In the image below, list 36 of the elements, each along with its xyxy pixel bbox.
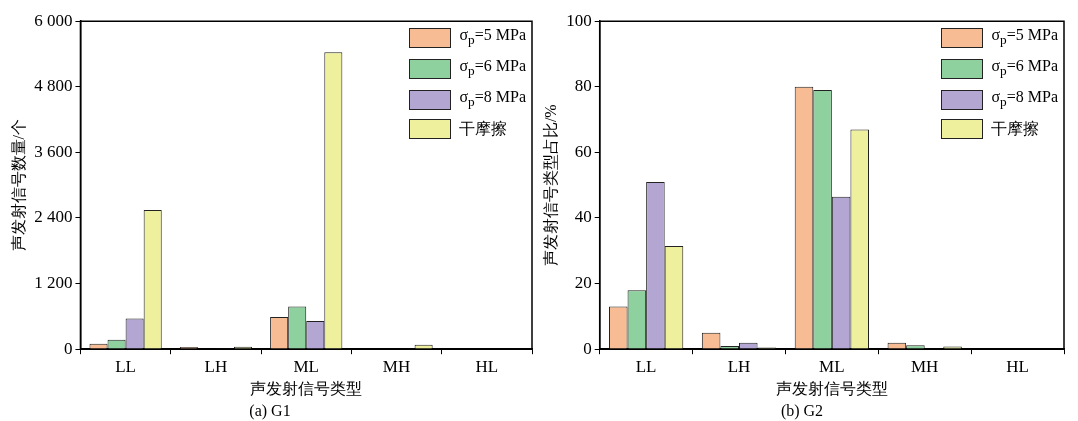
text: (b) G2 (780, 401, 824, 420)
y-tick-label: 3 600 (34, 141, 73, 161)
legend-label: σ$_{p}$=6 MPa (459, 56, 526, 81)
y-tick-label: 1 200 (34, 273, 73, 293)
x-tick-label: LH (727, 356, 751, 376)
x-tick-label: ML (819, 356, 845, 376)
legend-label: σ$_{p}$=6 MPa (991, 56, 1058, 81)
legend-label: σ$_{p}$=5 MPa (991, 25, 1058, 50)
y-axis-title: 声发射信号数量/个 (9, 118, 27, 252)
x-tick-label: LH (204, 356, 228, 376)
x-axis-title: 声发射信号类型 (775, 380, 888, 398)
y-tick-label: 100 (566, 10, 592, 30)
x-tick-label: HL (1006, 356, 1029, 376)
y-tick-label: 40 (574, 207, 592, 227)
y-tick-label: 0 (63, 338, 73, 358)
legend-label: σ$_{p}$=5 MPa (459, 25, 526, 50)
y-tick-label: 2 400 (34, 207, 73, 227)
x-tick-label: HL (475, 356, 499, 376)
y-tick-label: 20 (574, 273, 592, 293)
x-tick-label: LL (115, 356, 136, 376)
x-axis-title: 声发射信号类型 (250, 380, 363, 398)
legend-label: 干摩擦 (459, 118, 508, 139)
x-tick-label: MH (911, 356, 939, 376)
x-tick-label: LL (635, 356, 657, 376)
text: (a) G1 (249, 401, 291, 420)
legend-label: σ$_{p}$=8 MPa (459, 87, 526, 112)
x-tick-label: ML (293, 356, 319, 376)
y-axis-title: 声发射信号类型占比/% (541, 104, 559, 267)
y-tick-label: 4 800 (34, 76, 73, 96)
y-tick-label: 0 (583, 338, 592, 358)
x-tick-label: MH (382, 356, 411, 376)
y-tick-label: 80 (574, 76, 592, 96)
y-tick-label: 6 000 (34, 10, 73, 30)
legend-label: 干摩擦 (991, 118, 1040, 139)
y-tick-label: 60 (574, 141, 592, 161)
legend-label: σ$_{p}$=8 MPa (991, 87, 1058, 112)
